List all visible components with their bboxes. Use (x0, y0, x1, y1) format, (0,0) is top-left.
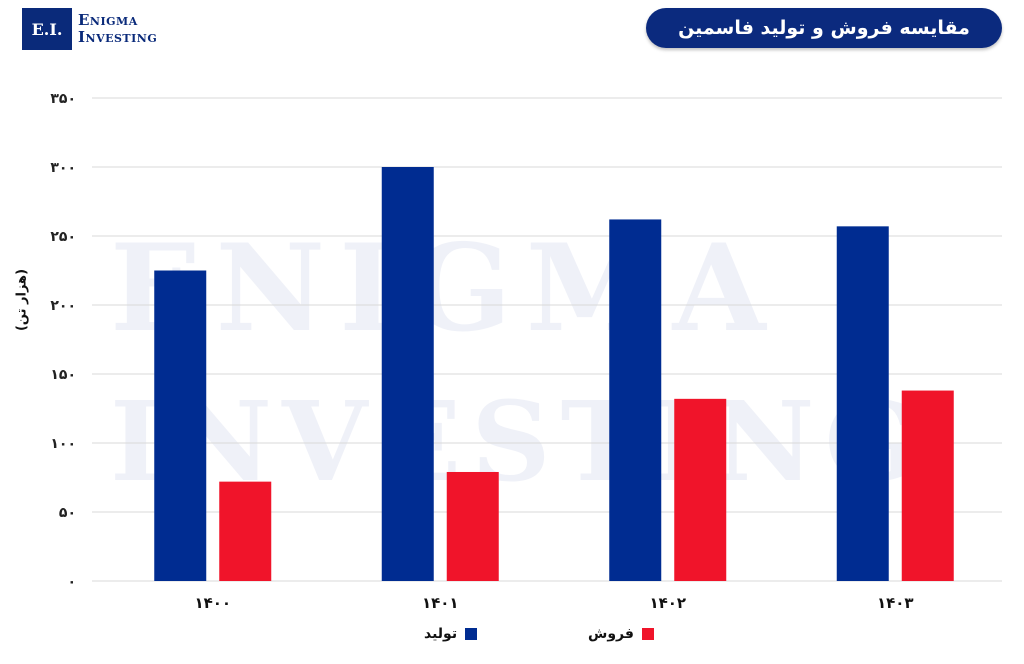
brand-name-line2: Investing (78, 28, 158, 46)
legend-label-sales: فروش (588, 626, 634, 642)
x-tick-label: ۱۴۰۱ (422, 594, 459, 612)
brand-mark: E.I. (22, 8, 72, 50)
legend-item-sales: فروش (588, 626, 654, 642)
bar-sales-2 (446, 471, 499, 581)
watermark-line1: ENIGMA (110, 218, 780, 359)
x-tick-labels: ۱۴۰۰ ۱۴۰۱ ۱۴۰۲ ۱۴۰۳ (194, 594, 913, 612)
legend-swatch-sales (641, 628, 654, 640)
y-tick-label: ۱۵۰ (50, 367, 76, 383)
y-tick-label: ۳۰۰ (50, 160, 76, 176)
bar-production-3 (609, 219, 662, 581)
y-tick-label: ۲۵۰ (50, 229, 76, 245)
bar-sales-1 (219, 481, 272, 581)
bar-sales-3 (674, 398, 727, 581)
brand-logo: E.I. Enigma Investing (22, 6, 157, 52)
brand-name: Enigma Investing (78, 12, 157, 46)
bar-production-2 (381, 167, 434, 581)
bar-production-4 (836, 226, 889, 581)
x-tick-label: ۱۴۰۰ (194, 594, 231, 612)
chart-title: مقایسه فروش و تولید فاسمین (646, 8, 1002, 48)
watermark: ENIGMA INVESTING (110, 218, 918, 506)
y-tick-label: ۵۰ (59, 505, 76, 521)
y-tick-label: ۲۰۰ (50, 298, 76, 314)
bars (154, 167, 954, 581)
y-tick-label: ۱۰۰ (50, 436, 76, 452)
y-tick-label: ۳۵۰ (50, 91, 76, 107)
bar-production-1 (154, 270, 207, 581)
y-tick-label: ۰ (67, 574, 76, 590)
x-tick-label: ۱۴۰۳ (877, 594, 914, 612)
legend-label-production: تولید (424, 626, 458, 642)
y-tick-labels: ۰ ۵۰ ۱۰۰ ۱۵۰ ۲۰۰ ۲۵۰ ۳۰۰ ۳۵۰ (50, 91, 76, 590)
legend-swatch-production (465, 628, 478, 640)
bar-sales-4 (901, 390, 954, 581)
brand-name-line1: Enigma (78, 11, 138, 29)
legend-item-production: تولید (424, 626, 478, 642)
x-tick-label: ۱۴۰۲ (649, 594, 686, 612)
